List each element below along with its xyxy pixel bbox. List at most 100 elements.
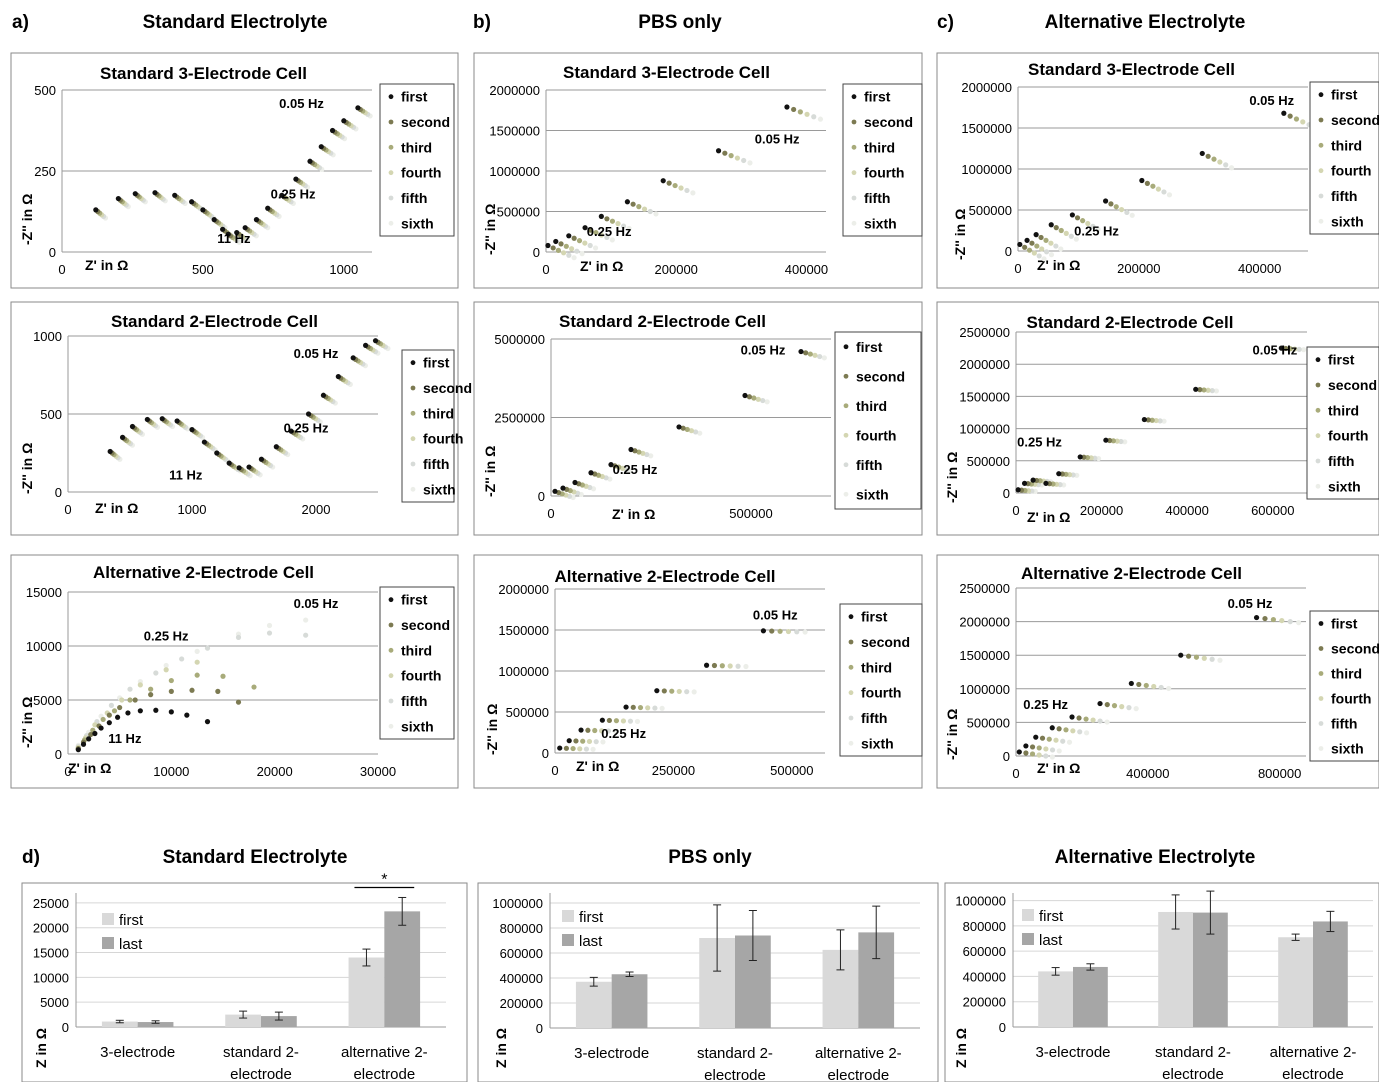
data-point-first <box>363 342 369 348</box>
legend-label: first <box>423 355 450 371</box>
bar-title-pbs: PBS only <box>668 847 752 868</box>
y-tick-label: 500 <box>40 407 62 422</box>
legend-marker-third <box>1318 671 1324 676</box>
data-point-fourth <box>1090 717 1096 723</box>
data-point-first <box>98 725 104 731</box>
y-tick-label: 1000 <box>33 329 62 344</box>
legend-marker-fifth <box>388 698 394 704</box>
y-tick-label: 15000 <box>33 946 69 961</box>
data-point-second <box>189 687 195 693</box>
legend-marker-fifth <box>851 195 857 201</box>
data-point-sixth <box>1073 236 1079 242</box>
data-point-first <box>168 709 174 715</box>
data-point-first <box>582 225 588 231</box>
y-axis-title: -Z'' in Ω <box>19 697 35 748</box>
legend-box <box>379 586 455 740</box>
data-point-sixth <box>590 746 596 752</box>
x-axis-title: Z' in Ω <box>1037 760 1080 776</box>
y-axis-title: -Z'' in Ω <box>944 452 960 503</box>
legend-box <box>1306 346 1379 500</box>
data-point-sixth <box>1083 730 1090 736</box>
data-point-first <box>172 192 178 198</box>
frequency-annotation: 0.25 Hz <box>271 187 316 202</box>
data-point-first <box>234 229 240 236</box>
y-axis-title: Z in Ω <box>493 1028 509 1068</box>
data-point-sixth <box>764 399 770 405</box>
data-point-first <box>1278 345 1284 351</box>
data-point-first <box>623 704 629 710</box>
data-point-first <box>341 118 347 124</box>
legend-label: second <box>401 114 450 130</box>
data-point-fourth <box>641 206 648 212</box>
bar-first <box>1278 937 1313 1027</box>
data-point-second <box>558 241 564 247</box>
data-point-second <box>1056 726 1062 732</box>
data-point-fourth <box>615 221 621 227</box>
data-point-third <box>751 395 757 401</box>
legend-label: second <box>401 617 450 633</box>
data-point-fifth <box>692 429 699 435</box>
y-tick-label: 500000 <box>497 205 540 220</box>
data-point-first <box>715 148 722 154</box>
data-point-fourth <box>734 155 740 161</box>
chart-title: Standard 3-Electrode Cell <box>563 63 770 82</box>
data-point-fourth <box>1155 186 1162 192</box>
data-point-first <box>226 460 232 466</box>
legend-label: sixth <box>401 718 434 734</box>
legend-marker-sixth <box>843 491 849 497</box>
data-point-first <box>1097 700 1103 707</box>
data-point-second <box>1283 345 1289 352</box>
legend-marker-fifth <box>388 195 394 201</box>
bar-last <box>137 1022 174 1027</box>
y-tick-label: 1000000 <box>959 422 1010 437</box>
data-point-third <box>251 684 257 690</box>
data-point-second <box>791 106 797 113</box>
data-point-second <box>1262 615 1268 622</box>
data-point-second <box>1038 234 1044 241</box>
data-point-third <box>1026 247 1033 253</box>
y-tick-label: 500000 <box>506 705 549 720</box>
chart-title: Standard 2-Electrode Cell <box>111 312 318 331</box>
legend-marker-fifth <box>1318 193 1324 199</box>
data-point-first <box>80 741 87 747</box>
data-point-third <box>672 182 678 189</box>
chart-c1: Standard 3-Electrode Cell 0 500000 1000000 1… <box>936 52 1379 289</box>
data-point-fifth <box>620 223 627 229</box>
x-tick-label: 0 <box>64 502 71 517</box>
legend-marker-first <box>848 614 854 620</box>
legend-label: third <box>401 139 432 155</box>
data-point-sixth <box>817 116 824 122</box>
data-point-fourth <box>137 682 143 688</box>
data-point-fourth <box>1031 250 1037 256</box>
data-point-first <box>293 176 299 182</box>
data-point-first <box>214 450 220 456</box>
legend-label: fourth <box>861 685 901 701</box>
data-point-third <box>1080 218 1086 224</box>
frequency-annotation: 11 Hz <box>169 468 203 483</box>
chart-frame <box>10 301 459 536</box>
data-point-first <box>1139 177 1145 184</box>
x-axis-title: Z' in Ω <box>1037 257 1080 273</box>
data-point-first <box>129 423 136 430</box>
data-point-fifth <box>179 656 185 662</box>
frequency-annotation: 0.05 Hz <box>753 607 798 622</box>
y-tick-label: 500 <box>34 83 56 98</box>
data-point-first <box>552 488 558 494</box>
data-point-first <box>152 190 158 196</box>
data-point-second <box>666 180 672 186</box>
x-tick-label: 400000 <box>1126 766 1169 781</box>
legend-label: sixth <box>861 735 894 751</box>
y-tick-label: 2000000 <box>489 83 540 98</box>
legend-box <box>834 331 922 510</box>
legend-marker-first <box>1315 357 1321 363</box>
legend-label: fourth <box>1331 163 1371 179</box>
y-tick-label: 0 <box>1003 749 1010 764</box>
data-point-first <box>599 717 605 723</box>
data-point-sixth <box>1095 226 1101 232</box>
data-point-fourth <box>92 722 98 728</box>
y-tick-label: 1000000 <box>492 896 543 911</box>
legend-marker-sixth <box>1315 483 1321 489</box>
data-point-fifth <box>1223 162 1229 168</box>
y-tick-label: 200000 <box>500 996 543 1011</box>
data-point-fourth <box>678 185 684 191</box>
